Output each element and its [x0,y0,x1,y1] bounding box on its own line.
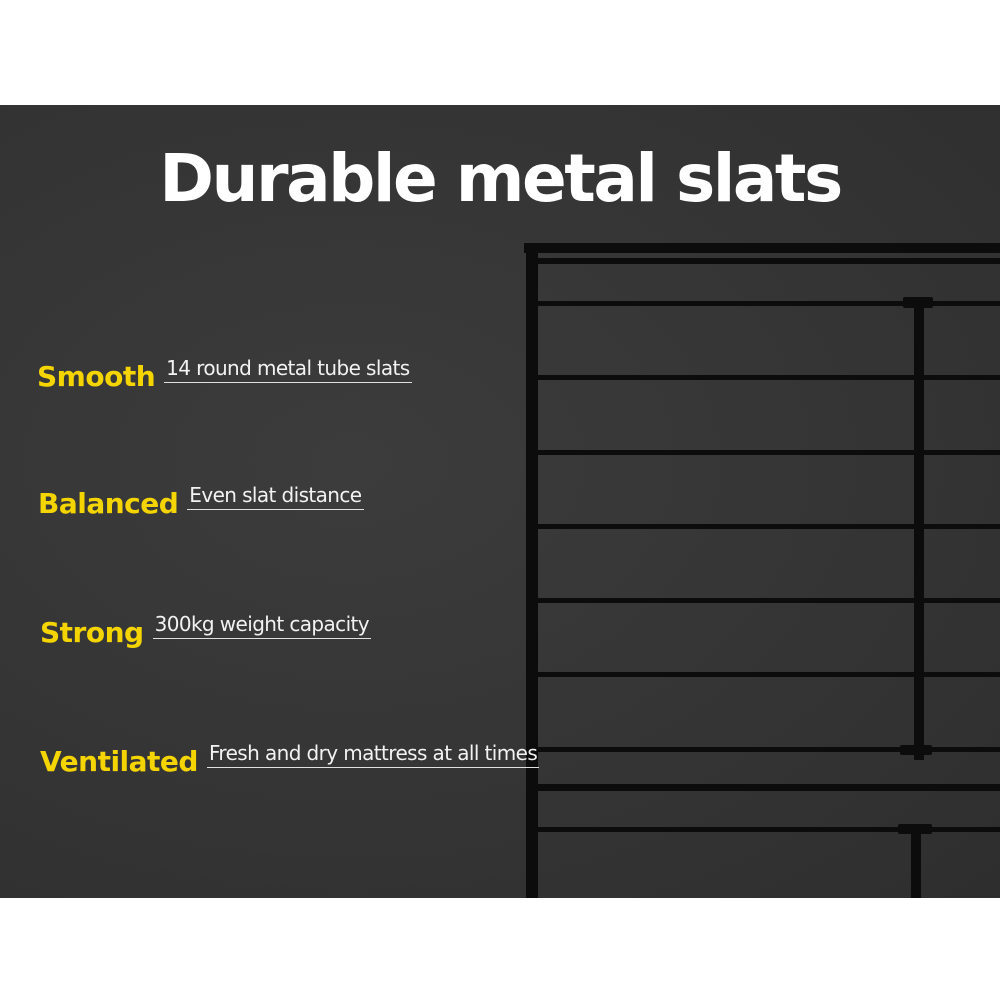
bed-frame-image [524,243,1000,898]
frame-post [526,243,538,898]
feature-balanced: Balanced Even slat distance [38,485,364,520]
feature-description: Fresh and dry mattress at all times [206,743,540,768]
center-support-lower [911,827,921,898]
slat [538,598,1000,603]
bracket [898,824,932,834]
slat [538,747,1000,752]
feature-description: 14 round metal tube slats [164,358,412,383]
slat [538,827,1000,832]
headline: Durable metal slats [159,140,843,217]
feature-label: Balanced [38,487,179,520]
feature-label: Smooth [37,360,156,393]
slat [538,301,1000,306]
bracket [900,745,932,755]
slat [538,450,1000,455]
feature-ventilated: Ventilated Fresh and dry mattress at all… [40,743,540,778]
top-rail [524,243,1000,253]
slat [538,524,1000,529]
banner-panel: Durable metal slats Smooth 14 round meta… [0,105,1000,898]
feature-description: 300kg weight capacity [152,614,372,639]
feature-strong: Strong 300kg weight capacity [40,614,372,649]
side-rail [538,784,1000,791]
center-support [914,300,924,760]
feature-label: Ventilated [40,745,198,778]
bracket [903,297,933,308]
feature-label: Strong [40,616,144,649]
slat [538,375,1000,380]
feature-smooth: Smooth 14 round metal tube slats [37,358,412,393]
slat [538,672,1000,677]
inner-rail [538,258,1000,264]
feature-description: Even slat distance [187,485,364,510]
